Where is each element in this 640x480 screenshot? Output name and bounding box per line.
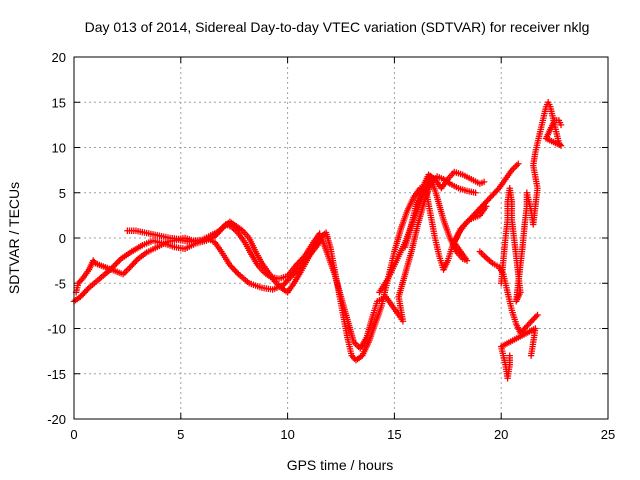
- x-tick-label: 5: [177, 427, 184, 442]
- data-point: [483, 203, 490, 210]
- x-tick-label: 15: [387, 427, 401, 442]
- data-point: [480, 178, 488, 186]
- y-tick-label: 20: [52, 50, 66, 65]
- y-tick-label: -15: [47, 367, 66, 382]
- series-track-f: [498, 99, 565, 305]
- y-axis-label: SDTVAR / TECUs: [6, 182, 22, 294]
- plot-frame: [73, 56, 609, 420]
- data-point: [506, 352, 513, 359]
- x-tick-label: 25: [601, 427, 615, 442]
- y-tick-label: 5: [59, 186, 66, 201]
- data-layer: [70, 99, 565, 382]
- x-tick-label: 0: [70, 427, 77, 442]
- y-tick-label: -5: [54, 276, 66, 291]
- series-track-d: [376, 173, 490, 296]
- data-point: [557, 121, 565, 129]
- x-tick-label: 10: [280, 427, 294, 442]
- data-point: [472, 189, 479, 196]
- y-tick-label: -20: [47, 412, 66, 427]
- data-point: [515, 160, 522, 167]
- y-tick-label: 15: [52, 95, 66, 110]
- y-tick-label: 0: [59, 231, 66, 246]
- y-tick-label: -10: [47, 322, 66, 337]
- x-axis-label: GPS time / hours: [287, 457, 394, 473]
- x-tick-label: 20: [494, 427, 508, 442]
- series-track-e: [476, 248, 541, 382]
- chart-title: Day 013 of 2014, Sidereal Day-to-day VTE…: [85, 19, 590, 35]
- y-tick-label: 10: [52, 141, 66, 156]
- data-point: [316, 230, 323, 237]
- data-point: [534, 311, 541, 319]
